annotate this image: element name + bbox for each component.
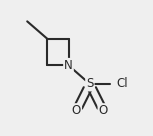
Text: S: S — [86, 78, 93, 90]
Text: O: O — [72, 104, 81, 117]
Text: N: N — [64, 59, 73, 72]
Text: O: O — [99, 104, 108, 117]
Text: Cl: Cl — [116, 78, 128, 90]
